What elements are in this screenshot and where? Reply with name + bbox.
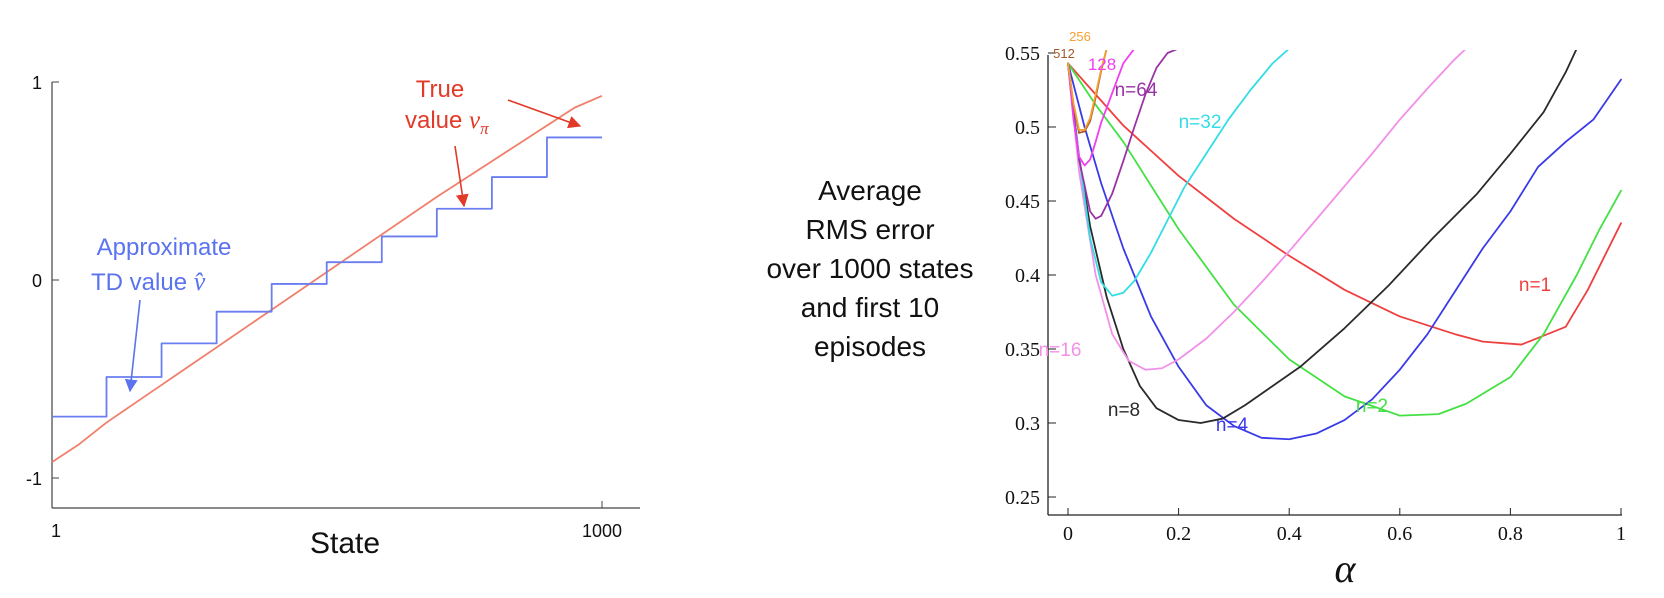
true-value-label-line2: value vπ [405,107,489,138]
true-value-label-text: value [405,107,469,134]
series-label-n-2: n=2 [1356,396,1388,417]
right-y-axis-label-line: and first 10 [801,292,940,323]
right-y-axis-label-line: RMS error [805,214,934,245]
right-x-tick-label: 0 [1063,523,1073,545]
true-value-arrow-down [454,145,469,208]
right-y-tick-label: 0.25 [1005,487,1040,509]
left-axes [51,82,640,509]
left-tick-marks [51,81,603,508]
true-value-subscript: π [480,119,489,138]
series-label-128: 128 [1088,55,1116,74]
series-line-n-2 [1067,62,1622,417]
right-y-tick-label: 0.55 [1005,43,1040,65]
left-x-axis-label: State [310,527,380,560]
right-tick-marks [1048,52,1622,515]
state-value-chart: -1 0 1 1 1000 State True value vπ Approximat… [26,73,640,560]
right-series [1067,50,1622,441]
approx-value-label-line1: Approximate [97,234,232,261]
left-x-tick-label: 1 [51,521,61,541]
series-line-n-64 [1067,50,1178,220]
series-label-n-1: n=1 [1519,275,1551,296]
left-y-tick-label: 1 [32,73,42,93]
right-x-tick-label: 0.2 [1166,523,1191,545]
right-y-tick-label: 0.4 [1015,265,1040,287]
right-x-tick-label: 0.6 [1387,523,1412,545]
left-x-tick-label: 1000 [582,521,622,541]
series-label-n-64: n=64 [1115,80,1158,101]
series-label-256: 256 [1069,29,1091,44]
series-label-n-4: n=4 [1216,415,1249,436]
series-label-n-16: n=16 [1039,340,1082,361]
right-axes [1047,55,1622,516]
right-series-labels: n=1 n=2 n=4 n=8 n=16 n=32 n=64 128 512 256 [1039,29,1552,436]
series-line-n-1 [1067,62,1622,346]
right-y-tick-label: 0.45 [1005,191,1040,213]
right-tick-labels: 0.25 0.3 0.35 0.4 0.45 0.5 0.55 0 0.2 0.4 0.6 0.8 1 [1005,43,1626,545]
right-x-tick-label: 0.4 [1277,523,1302,545]
right-y-tick-label: 0.3 [1015,413,1040,435]
series-line-128 [1067,50,1135,167]
right-plot-area [1067,50,1622,441]
approx-td-value-line [52,136,602,418]
left-series [51,95,603,463]
approx-value-arrow [124,299,141,393]
series-label-n-8: n=8 [1108,400,1140,421]
true-value-label-line1: True [416,76,464,103]
series-line-n-32 [1067,50,1289,297]
series-label-512: 512 [1053,46,1075,61]
approx-value-label-text: TD value [91,269,194,296]
rms-error-chart: 0.250.30.350.40.450.50.550 0.2 0.4 0.6 0.8 1 … [766,29,1626,591]
series-line-n-16 [1067,50,1466,371]
right-y-axis-label: Average RMS error over 1000 states and firs… [766,175,973,362]
true-value-arrow-right [507,99,582,129]
series-line-n-8 [1067,50,1578,424]
series-label-n-32: n=32 [1179,112,1222,133]
approx-value-label-line2: TD value v̂ [91,267,206,296]
right-x-tick-label: 1 [1616,523,1626,545]
left-y-tick-label: -1 [26,469,42,489]
series-line-n-4 [1067,62,1622,441]
right-y-axis-label-line: Average [818,175,922,206]
left-tick-labels: -1 0 1 1 1000 [26,73,622,541]
right-x-axis-label: α [1335,546,1357,591]
right-y-axis-label-line: episodes [814,331,926,362]
right-y-tick-label: 0.5 [1015,117,1040,139]
right-y-tick-label: 0.35 [1005,339,1040,361]
true-value-symbol: v [469,107,481,134]
left-y-tick-label: 0 [32,271,42,291]
approx-value-symbol: v̂ [194,267,206,296]
right-y-axis-label-line: over 1000 states [766,253,973,284]
right-x-tick-label: 0.8 [1498,523,1523,545]
series-line-256 [1067,50,1108,131]
